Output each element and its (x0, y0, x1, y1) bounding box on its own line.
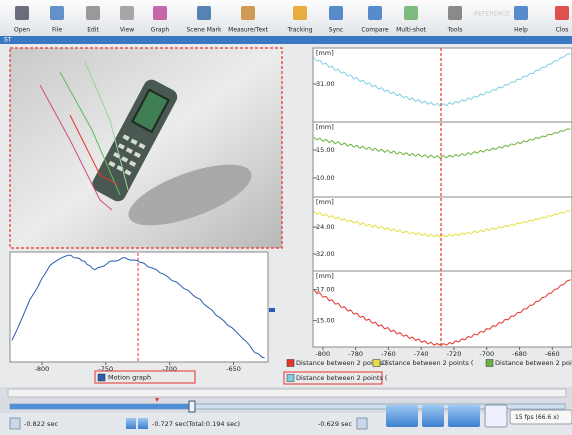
legend-swatch (287, 375, 294, 382)
panel-plot (313, 122, 572, 197)
y-tick-label: 31.00 (316, 80, 335, 88)
legend-swatch (486, 360, 493, 367)
x-tick-label: -760 (381, 350, 396, 358)
legend-swatch (373, 360, 380, 367)
toolbar-icon[interactable] (368, 6, 382, 20)
toolbar-icon[interactable] (15, 6, 29, 20)
forward-button[interactable] (448, 405, 480, 427)
pause-button[interactable] (422, 405, 444, 427)
toolbar-label[interactable]: Measure/Text (228, 27, 268, 34)
y-tick-label: 32.00 (316, 250, 335, 258)
toolbar-icon[interactable] (555, 6, 569, 20)
x-tick-label: -800 (315, 350, 330, 358)
unit-label: [mm] (316, 198, 334, 206)
unit-label: [mm] (316, 272, 334, 280)
x-tick-label: -800 (35, 365, 50, 373)
start-button[interactable] (10, 418, 20, 429)
x-tick-label: -680 (512, 350, 527, 358)
toolbar-icon[interactable] (120, 6, 134, 20)
current-time: -0.727 sec(Total:0.194 sec) (152, 420, 240, 428)
toolbar-icon[interactable] (153, 6, 167, 20)
toolbar-icon[interactable] (293, 6, 307, 20)
timeline-thumb[interactable] (189, 401, 195, 412)
x-tick-label: -650 (226, 365, 241, 373)
panel-plot (313, 48, 572, 122)
y-tick-label: 15.00 (316, 317, 335, 325)
window-title: ST (4, 37, 12, 44)
x-tick-label: -700 (479, 350, 494, 358)
legend-label: Distance between 2 points ( (296, 374, 388, 382)
legend-label: Motion graph (108, 374, 151, 382)
legend-label: Distance between 2 points ( (495, 359, 572, 367)
timeline-progress (10, 404, 192, 409)
toolbar-icon[interactable] (86, 6, 100, 20)
toolbar-label[interactable]: File (52, 27, 62, 34)
speed: 15 fps (66.6 x) (515, 414, 559, 421)
start-time: -0.822 sec (24, 420, 58, 428)
toolbar-label[interactable]: Tools (447, 27, 463, 34)
panel-plot (313, 271, 572, 347)
x-tick-label: -780 (348, 350, 363, 358)
toolbar-icon[interactable] (329, 6, 343, 20)
y-tick-label: 15.00 (316, 146, 335, 154)
app-window: ST Motion graph -0.822 sec -0.727 sec(To… (0, 0, 572, 435)
x-tick-label: -700 (162, 365, 177, 373)
video-view (10, 48, 282, 248)
prev-button[interactable] (126, 418, 136, 429)
legend-swatch (98, 374, 105, 381)
legend-swatch (287, 360, 294, 367)
toolbar (0, 0, 572, 36)
x-tick-label: -660 (545, 350, 560, 358)
x-tick-label: -740 (414, 350, 429, 358)
unit-label: [mm] (316, 123, 334, 131)
next-button[interactable] (138, 418, 148, 429)
marker (155, 398, 159, 402)
y-tick-label: 10.00 (316, 174, 335, 182)
toolbar-icon[interactable] (404, 6, 418, 20)
toolbar-label[interactable]: Edit (87, 27, 99, 34)
x-tick-label: -720 (447, 350, 462, 358)
end-time: -0.629 sec (318, 420, 352, 428)
toolbar-label[interactable]: Graph (151, 27, 170, 34)
rewind-button[interactable] (386, 405, 418, 427)
graph-handle[interactable] (269, 308, 275, 312)
toolbar-label[interactable]: Clos (556, 27, 569, 34)
toolbar-icon[interactable] (514, 6, 528, 20)
toolbar-label[interactable]: Sync (329, 27, 343, 34)
unit-label: [mm] (316, 49, 334, 57)
toolbar-icon[interactable] (241, 6, 255, 20)
toolbar-icon[interactable] (50, 6, 64, 20)
toolbar-label[interactable]: Tracking (287, 27, 313, 34)
toolbar-label[interactable]: Open (14, 27, 30, 34)
scrollbar[interactable] (8, 389, 566, 397)
toolbar-label[interactable]: Multi-shot (396, 27, 426, 34)
end-button[interactable] (357, 418, 367, 429)
y-tick-label: 24.00 (316, 223, 335, 231)
page: {"toolbar":{"buttons":["Open","File","Ed… (0, 0, 572, 435)
legend-label: Distance between 2 points ( (382, 359, 474, 367)
toolbar-label[interactable]: Compare (361, 27, 389, 34)
toolbar-faded: REFERENCE (474, 11, 510, 18)
toolbar-label[interactable]: Help (514, 27, 528, 34)
y-tick-label: 17.00 (316, 286, 335, 294)
panel-plot (313, 197, 572, 271)
title-bar (0, 36, 572, 44)
toolbar-icon[interactable] (448, 6, 462, 20)
toolbar-label[interactable]: View (120, 27, 134, 34)
toolbar-icon[interactable] (197, 6, 211, 20)
toolbar-label[interactable]: Scene Mark (187, 27, 223, 34)
loop-button[interactable] (485, 405, 507, 427)
x-tick-label: -750 (98, 365, 113, 373)
